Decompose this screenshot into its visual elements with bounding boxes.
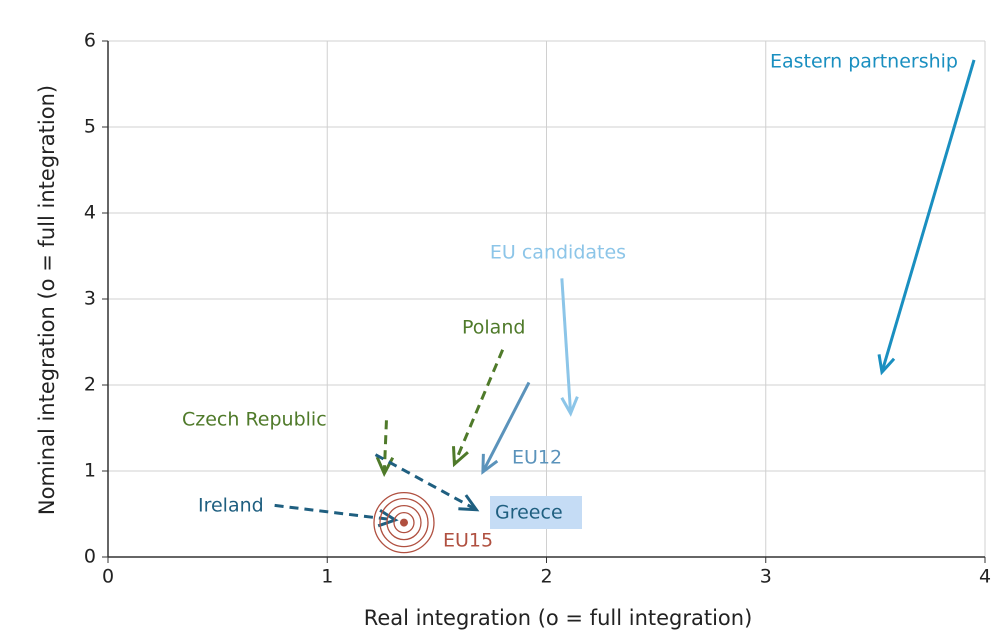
y-tick-label: 5 (84, 116, 96, 138)
point (399, 518, 408, 527)
series-label: EU candidates (490, 242, 626, 264)
arrow-head (377, 509, 399, 528)
arrow (453, 349, 505, 465)
x-tick-label: 2 (540, 566, 552, 588)
x-tick-label: 0 (102, 566, 114, 588)
series-label: Poland (462, 317, 525, 339)
arrow (880, 59, 976, 373)
x-tick-label: 1 (321, 566, 333, 588)
y-tick-label: 0 (84, 546, 96, 568)
series-label: EU15 (443, 530, 493, 552)
y-axis-title: Nominal integration (o = full integratio… (35, 85, 59, 515)
arrow-head (877, 354, 896, 376)
label-highlight (490, 496, 582, 529)
series-label: Czech Republic (182, 409, 327, 431)
arrow-head (458, 494, 480, 512)
arrow (481, 381, 531, 473)
y-tick-label: 6 (84, 30, 96, 52)
y-tick-label: 1 (84, 460, 96, 482)
target-ring (386, 504, 422, 541)
y-tick-label: 3 (84, 288, 96, 310)
arrow (560, 278, 573, 414)
x-tick-label: 3 (760, 566, 772, 588)
arrow-head (481, 453, 499, 475)
series-label: Ireland (198, 495, 264, 517)
y-tick-label: 4 (84, 202, 96, 224)
series-label: Eastern partnership (770, 51, 958, 73)
series-label: Greece (495, 502, 563, 524)
x-axis-title: Real integration (o = full integration) (364, 606, 753, 630)
target-ring (379, 497, 429, 548)
arrow-head (452, 446, 469, 468)
target-ring (373, 491, 435, 554)
target-ring (393, 511, 415, 534)
y-tick-label: 2 (84, 374, 96, 396)
arrow-head (560, 396, 579, 417)
arrow (382, 420, 388, 474)
arrow (374, 453, 478, 512)
arrow (274, 503, 396, 522)
x-tick-label: 4 (979, 566, 991, 588)
series-label: EU12 (512, 447, 562, 469)
